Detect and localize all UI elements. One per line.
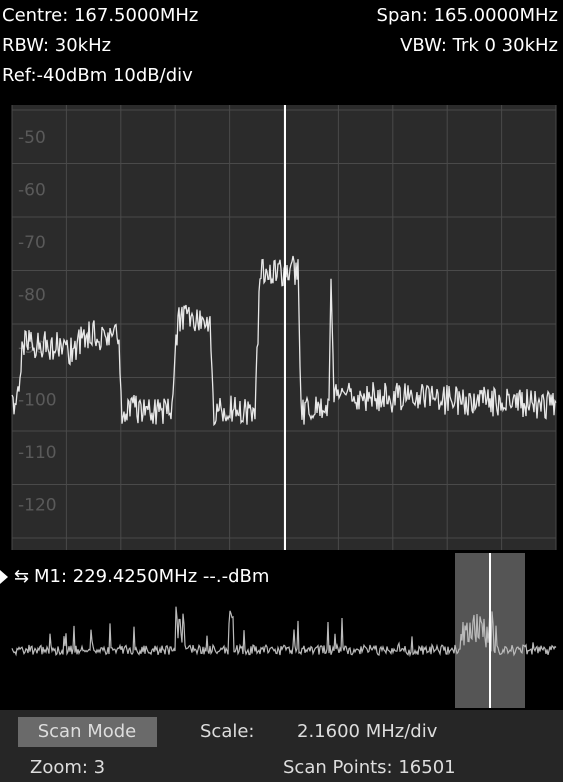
scale-value: 2.1600 MHz/div [297,721,438,742]
grid-label: -120 [18,496,57,516]
scan-mode-button[interactable] [18,717,157,747]
span: Span: 165.0000MHz [377,5,558,26]
zoom: Zoom: 3 [30,757,105,778]
grid-label: -110 [18,443,57,463]
grid-label: -50 [18,128,46,148]
scan-points: Scan Points: 16501 [283,757,456,778]
scale-label: Scale: [200,721,255,742]
ref: Ref:-40dBm 10dB/div [2,65,193,86]
marker-readout: M1: 229.4250MHz --.-dBm [34,566,269,587]
scan-mode-label[interactable]: Scan Mode [38,721,137,742]
grid-label: -70 [18,233,46,253]
rbw: RBW: 30kHz [2,35,111,56]
grid-label: -100 [18,391,57,411]
grid-label: -80 [18,286,46,306]
marker-pointer [0,570,8,584]
grid-label: -60 [18,181,46,201]
vbw: VBW: Trk 0 30kHz [400,35,558,56]
centre: Centre: 167.5000MHz [2,5,198,26]
marker-icon: ⇆ [14,566,29,587]
overview-trace [11,606,557,658]
